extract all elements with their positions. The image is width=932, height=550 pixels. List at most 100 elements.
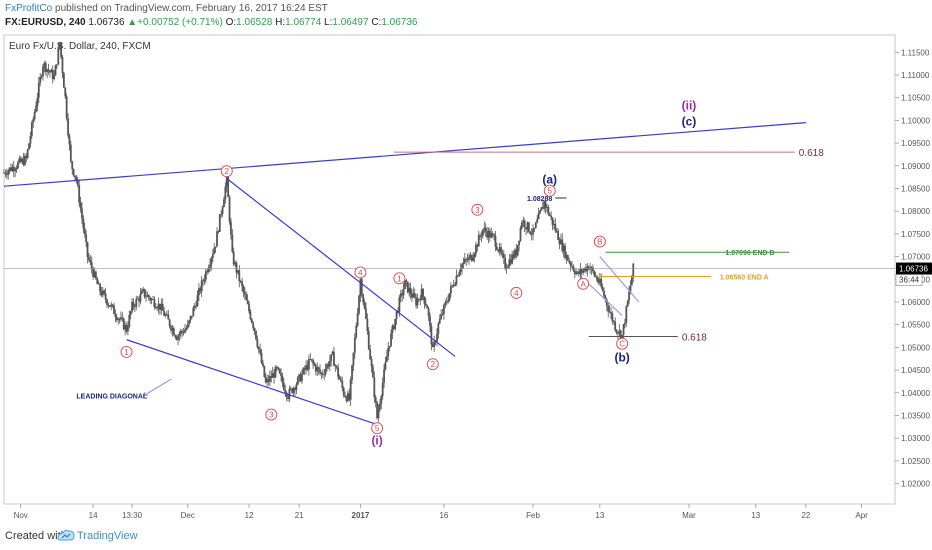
- candle-body: [533, 227, 536, 229]
- candle-body: [230, 221, 232, 235]
- candle-body: [518, 240, 521, 246]
- candle-body: [21, 158, 23, 162]
- x-tick-label: Feb: [526, 511, 540, 520]
- candle-body: [628, 291, 630, 301]
- candle-body: [456, 275, 459, 277]
- candle-body: [349, 379, 352, 400]
- candle-body: [323, 374, 326, 375]
- candle-body: [601, 286, 604, 291]
- candle-body: [29, 135, 32, 144]
- candle-body: [337, 367, 340, 377]
- candle-body: [167, 314, 170, 320]
- candle-body: [305, 365, 308, 370]
- candle-body: [214, 246, 217, 249]
- candle-body: [445, 302, 448, 303]
- candle-body: [256, 339, 259, 347]
- time-axis[interactable]: Nov 14 13:30 Dec 12 21 2017 16 Feb 13 Mar 13 22 Apr: [14, 504, 869, 520]
- candle-body: [402, 289, 405, 296]
- candle-body: [246, 300, 249, 304]
- trendline-wave-c-channel-upper[interactable]: [599, 256, 640, 303]
- candle-body: [369, 349, 372, 360]
- candle-body: [437, 323, 440, 334]
- candle-body: [401, 293, 404, 296]
- candle-body: [168, 319, 171, 327]
- candle-body: [491, 233, 494, 235]
- candle-body: [502, 254, 505, 258]
- candle-body: [553, 224, 555, 225]
- candle-body: [578, 271, 580, 275]
- candle-body: [160, 304, 163, 310]
- candle-body: [274, 366, 277, 378]
- high-label: H:: [275, 17, 286, 28]
- tradingview-brand[interactable]: TradingView: [77, 530, 138, 542]
- candle-body: [476, 244, 479, 247]
- candle-body: [40, 76, 43, 78]
- candle-body: [452, 285, 455, 286]
- candle-body: [593, 271, 596, 276]
- wave-label: C: [619, 340, 625, 349]
- y-tick-label: 1.09000: [901, 162, 930, 171]
- candle-body: [583, 267, 586, 271]
- candle-body: [321, 373, 324, 375]
- candle-body: [550, 215, 553, 218]
- candle-body: [224, 186, 227, 200]
- candle-body: [125, 324, 128, 332]
- trendline-diagonal-lower[interactable]: [126, 339, 378, 426]
- candle-body: [238, 270, 241, 282]
- wave-label: B: [597, 238, 602, 247]
- candle-body: [301, 373, 303, 382]
- candle-body: [558, 239, 561, 245]
- candle-body: [626, 300, 629, 307]
- price-axis[interactable]: 1.11500 1.11000 1.10500 1.10000 1.09500 1.090…: [895, 48, 932, 489]
- candle-body: [139, 293, 142, 302]
- tradingview-logo-icon[interactable]: [57, 529, 75, 543]
- current-price-tag[interactable]: [896, 262, 932, 275]
- candle-body: [458, 272, 461, 277]
- candle-body: [291, 388, 294, 393]
- candle-body: [220, 213, 223, 215]
- author-link[interactable]: FxProfitCo: [5, 3, 53, 14]
- candle-body: [514, 249, 516, 258]
- candle-body: [590, 267, 593, 269]
- candle-body: [23, 155, 26, 165]
- candle-body: [266, 379, 269, 383]
- candle-body: [225, 174, 228, 187]
- candle-body: [313, 363, 316, 366]
- trendline-upper-blue[interactable]: [3, 122, 806, 187]
- candle-body: [615, 329, 618, 333]
- candle-body: [199, 288, 202, 292]
- price-chart[interactable]: Euro Fx/U.S. Dollar, 240, FXCM 0.618 1.07…: [0, 34, 932, 524]
- candle-body: [362, 294, 365, 303]
- candle-body: [206, 271, 209, 272]
- wave-label: 4: [514, 289, 519, 298]
- candle-body: [345, 396, 348, 401]
- candle-body: [516, 245, 519, 256]
- candle-body: [175, 337, 178, 340]
- x-tick-label: 16: [439, 511, 448, 520]
- candle-body: [307, 358, 310, 370]
- candle-body: [472, 257, 475, 261]
- chart-title: Euro Fx/U.S. Dollar, 240, FXCM: [9, 41, 151, 52]
- candle-body: [302, 368, 305, 374]
- trendline-wave-c-channel-lower[interactable]: [588, 283, 623, 317]
- wave-circle: [543, 184, 556, 197]
- candle-body: [260, 353, 263, 364]
- drawings-group: [3, 122, 895, 426]
- candle-body: [32, 119, 35, 123]
- candle-body: [423, 296, 426, 304]
- candle-body: [569, 262, 572, 266]
- trendline-diagonal-upper[interactable]: [226, 177, 456, 357]
- candle-body: [355, 325, 358, 338]
- candle-body: [612, 321, 615, 323]
- candle-body: [554, 224, 557, 231]
- annotation-arrow[interactable]: [142, 378, 172, 397]
- wave-degree-label: (ii): [682, 98, 697, 112]
- candle-body: [128, 314, 131, 327]
- candle-body: [288, 389, 291, 399]
- candle-body: [310, 359, 313, 361]
- labels-group: 0.618 1.07096 END B 1.06560 END A 0.618 1.08…: [76, 98, 824, 447]
- candle-body: [263, 365, 266, 378]
- candle-body: [164, 315, 167, 316]
- candle-body: [557, 230, 559, 240]
- candle-body: [250, 319, 253, 323]
